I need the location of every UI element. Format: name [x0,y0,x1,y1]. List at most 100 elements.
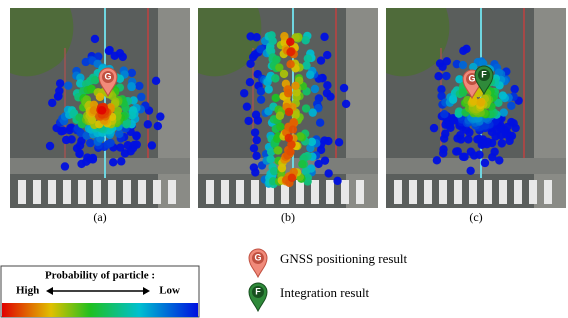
particle [91,76,99,84]
particle [324,169,332,177]
particle [302,61,310,69]
particle [272,55,280,63]
sidewalk [158,8,190,208]
particle [250,144,258,152]
particle [286,48,294,56]
pin-letter: G [254,252,261,262]
panel-label: (c) [469,210,482,224]
pin-letter: G [468,73,475,83]
particle [285,134,293,142]
figure: G(a)(b)GF(c) Probability of particle : H… [0,0,568,318]
particle [54,92,62,100]
legend: Probability of particle : High Low GFGNS… [1,249,408,317]
particle [240,89,248,97]
particle [243,102,251,110]
particle [271,74,279,82]
particle [48,99,56,107]
particle [128,69,136,77]
crosswalk-stripe [168,180,176,204]
crosswalk-stripe [206,180,214,204]
particle [137,93,145,101]
particle [289,118,297,126]
particle [500,108,508,116]
particle [323,81,331,89]
particle [98,106,106,114]
particle [333,177,341,185]
particle [280,70,288,78]
panel: G(a) [10,8,190,224]
particle [289,125,297,133]
particle [306,71,314,79]
particle [144,120,152,128]
sidewalk [346,8,378,208]
particle [267,31,275,39]
particle [443,57,451,65]
crosswalk-stripe [296,180,304,204]
particle [246,78,254,86]
colorbar-title: Probability of particle : [45,270,155,282]
crosswalk-stripe [221,180,229,204]
crosswalk-stripe [341,180,349,204]
particle [342,100,350,108]
legend-label: Integration result [280,285,370,300]
particle [316,118,324,126]
particle [265,85,273,93]
particle [314,160,322,168]
crosswalk-stripe [138,180,146,204]
particle [510,85,518,93]
crosswalk-stripe [469,180,477,204]
particle [475,135,483,143]
particle [86,139,94,147]
colorbar-low: Low [159,285,180,297]
particle [311,85,319,93]
particle [115,130,123,138]
particle [434,72,442,80]
particle [288,174,296,182]
particle [119,53,127,61]
particle [61,162,69,170]
legend-label: GNSS positioning result [280,251,408,266]
panel-label: (a) [93,210,106,224]
sidewalk-bottom [386,158,566,174]
particle [244,117,252,125]
crosswalk-stripe [356,180,364,204]
particle [323,89,331,97]
particle [148,141,156,149]
crosswalk-stripe [499,180,507,204]
particle [251,128,259,136]
particle [135,82,143,90]
crosswalk-stripe [18,180,26,204]
particle [250,163,258,171]
crosswalk-stripe [484,180,492,204]
particle [272,94,280,102]
particle [285,108,293,116]
particle [440,110,448,118]
crosswalk-stripe [236,180,244,204]
crosswalk-stripe [78,180,86,204]
particle [156,112,164,120]
particle [152,77,160,85]
panels: G(a)(b)GF(c) [10,8,566,224]
particle [481,159,489,167]
crosswalk-stripe [48,180,56,204]
particle [127,83,135,91]
particle [301,36,309,44]
particle [46,142,54,150]
particle [335,138,343,146]
particle [106,139,114,147]
particle [459,47,467,55]
particle [291,82,299,90]
particle [507,102,515,110]
particle [154,122,162,130]
particle [284,89,292,97]
particle [454,147,462,155]
particle [254,116,262,124]
particle [302,104,310,112]
crosswalk-stripe [409,180,417,204]
crosswalk-stripe [544,180,552,204]
particle [109,158,117,166]
crosswalk-stripe [311,180,319,204]
particle [459,88,467,96]
particle [298,160,306,168]
particle [467,148,475,156]
